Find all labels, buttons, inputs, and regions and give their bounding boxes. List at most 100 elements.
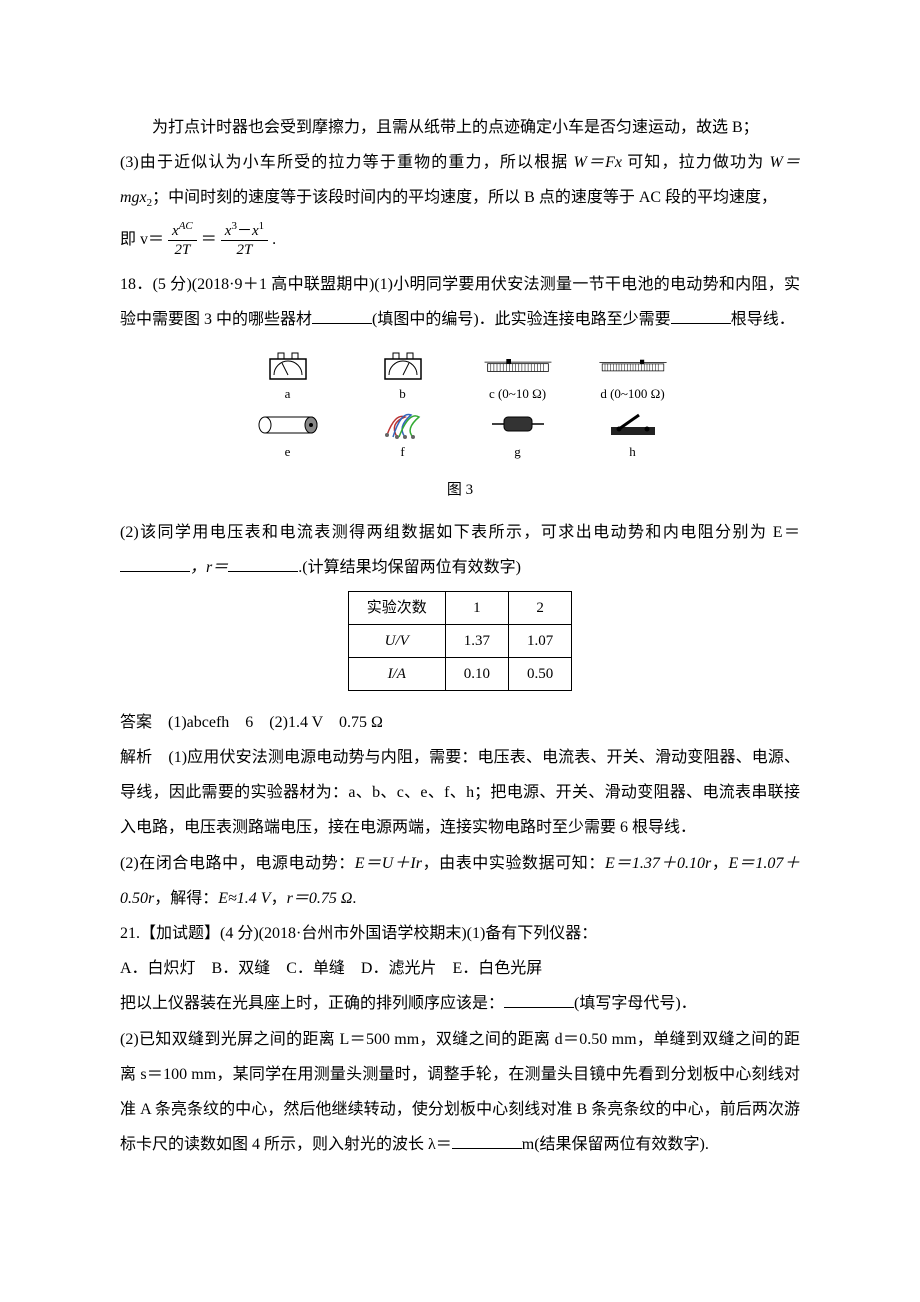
label-f: f (368, 443, 438, 461)
ammeter-icon (368, 349, 438, 383)
num-minus: － (237, 223, 252, 239)
label-a: a (253, 385, 323, 403)
apparatus-row-1: a b c (0~10 Ω) d (0~100 Ω) (230, 349, 690, 403)
text: . (352, 890, 356, 907)
table-row: U/V 1.37 1.07 (348, 624, 572, 657)
blank-resistance (228, 571, 298, 572)
apparatus-c: c (0~10 Ω) (483, 349, 553, 403)
equals: ＝ (201, 222, 217, 257)
label-e: e (253, 443, 323, 461)
label-c: c (0~10 Ω) (483, 385, 553, 403)
text: (填写字母代号)． (574, 995, 697, 1012)
table-row: 实验次数 1 2 (348, 591, 572, 624)
explanation-label: 解析 (120, 749, 152, 766)
data-table: 实验次数 1 2 U/V 1.37 1.07 I/A 0.10 0.50 (348, 591, 573, 691)
q21-p2: (2)已知双缝到光屏之间的距离 L＝500 mm，双缝之间的距离 d＝0.50 … (120, 1022, 800, 1163)
table-cell: 0.10 (445, 657, 508, 690)
text: .(计算结果均保留两位有效数字) (298, 559, 521, 576)
eq: E＝U＋Ir (355, 855, 422, 872)
text: ， (271, 890, 287, 907)
intro-p2: (3)由于近似认为小车所受的拉力等于重物的重力，所以根据 W＝Fx 可知，拉力做… (120, 145, 800, 216)
rheostat-small-icon (483, 349, 553, 383)
text: ， (711, 855, 728, 872)
eq-rhs: mgx (120, 189, 147, 206)
text: (2)已知双缝到光屏之间的距离 L＝500 mm，双缝之间的距离 d＝0.50 … (120, 1031, 800, 1154)
exp-p1: (1)应用伏安法测电源电动势与内阻，需要：电压表、电流表、开关、滑动变阻器、电源… (120, 749, 800, 836)
eq: E＝1.37＋0.10r (605, 855, 711, 872)
apparatus-h: h (598, 407, 668, 461)
q18-answer: 答案 (1)abcefh 6 (2)1.4 V 0.75 Ω (120, 705, 800, 740)
figure-3-caption: 图 3 (120, 474, 800, 507)
q21-p1: 把以上仪器装在光具座上时，正确的排列顺序应该是： (填写字母代号)． (120, 986, 800, 1021)
eq-lhs: W＝ (770, 154, 800, 171)
text: ；中间时刻的速度等于该段时间内的平均速度，所以 B 点的速度等于 AC 段的平均… (152, 189, 777, 206)
denominator: 2T (233, 241, 257, 259)
num-var: x (172, 223, 179, 239)
table-cell: 1.37 (445, 624, 508, 657)
table-cell: I/A (348, 657, 445, 690)
blank-wires (671, 323, 731, 324)
apparatus-a: a (253, 349, 323, 403)
blank-emf (120, 571, 190, 572)
answer-text: (1)abcefh 6 (2)1.4 V 0.75 Ω (152, 714, 383, 731)
table-cell: 1.07 (509, 624, 572, 657)
num-sup: AC (179, 220, 193, 232)
apparatus-g: g (483, 407, 553, 461)
voltmeter-icon (253, 349, 323, 383)
answer-label: 答案 (120, 714, 152, 731)
text: (2)在闭合电路中，电源电动势： (120, 855, 355, 872)
blank-wavelength (452, 1148, 522, 1149)
eq: E≈1.4 V (218, 890, 270, 907)
text: (3)由于近似认为小车所受的拉力等于重物的重力，所以根据 (120, 154, 574, 171)
blank-order (504, 1007, 574, 1008)
resistor-icon (483, 407, 553, 441)
switch-icon (598, 407, 668, 441)
apparatus-figure: a b c (0~10 Ω) d (0~100 Ω) e (230, 349, 690, 461)
text: ，由表中实验数据可知： (422, 855, 605, 872)
eq: r＝0.75 Ω (287, 890, 353, 907)
text: m(结果保留两位有效数字). (522, 1136, 709, 1153)
table-header: 实验次数 (348, 591, 445, 624)
table-cell: 0.50 (509, 657, 572, 690)
q18-explanation-2: (2)在闭合电路中，电源电动势：E＝U＋Ir，由表中实验数据可知：E＝1.37＋… (120, 846, 800, 916)
text: 把以上仪器装在光具座上时，正确的排列顺序应该是： (120, 995, 504, 1012)
intro-p1: 为打点计时器也会受到摩擦力，且需从纸带上的点迹确定小车是否匀速运动，故选 B； (120, 110, 800, 145)
blank-apparatus (312, 323, 372, 324)
formula-prefix: 即 v＝ (120, 222, 164, 257)
text: (2)该同学用电压表和电流表测得两组数据如下表所示，可求出电动势和内电阻分别为 … (120, 524, 800, 541)
q18-stem: 18．(5 分)(2018·9＋1 高中联盟期中)(1)小明同学要用伏安法测量一… (120, 267, 800, 337)
q21-stem: 21.【加试题】(4 分)(2018·台州市外国语学校期末)(1)备有下列仪器： (120, 916, 800, 951)
num-sup-b: 1 (259, 220, 265, 232)
q21-options: A．白炽灯 B．双缝 C．单缝 D．滤光片 E．白色光屏 (120, 951, 800, 986)
denominator: 2T (170, 241, 194, 259)
table-cell: U/V (348, 624, 445, 657)
apparatus-d: d (0~100 Ω) (598, 349, 668, 403)
num-var-b: x (252, 223, 259, 239)
fraction-1: xAC 2T (168, 220, 197, 259)
text: 可知，拉力做功为 (622, 154, 769, 171)
velocity-formula: 即 v＝ xAC 2T ＝ x3－x1 2T . (120, 220, 800, 259)
label-h: h (598, 443, 668, 461)
rheostat-large-icon (598, 349, 668, 383)
stem-c: 根导线． (731, 311, 795, 328)
q18-explanation: 解析 (1)应用伏安法测电源电动势与内阻，需要：电压表、电流表、开关、滑动变阻器… (120, 740, 800, 846)
label-d: d (0~100 Ω) (598, 385, 668, 403)
label-b: b (368, 385, 438, 403)
wires-icon (368, 407, 438, 441)
stem-b: (填图中的编号)．此实验连接电路至少需要 (372, 311, 671, 328)
label-g: g (483, 443, 553, 461)
apparatus-f: f (368, 407, 438, 461)
table-row: I/A 0.10 0.50 (348, 657, 572, 690)
text: ，r＝ (190, 559, 228, 576)
apparatus-e: e (253, 407, 323, 461)
formula-suffix: . (272, 222, 276, 257)
table-header: 1 (445, 591, 508, 624)
fraction-2: x3－x1 2T (221, 220, 268, 259)
apparatus-b: b (368, 349, 438, 403)
table-header: 2 (509, 591, 572, 624)
battery-icon (253, 407, 323, 441)
q18-part2: (2)该同学用电压表和电流表测得两组数据如下表所示，可求出电动势和内电阻分别为 … (120, 515, 800, 585)
text: ，解得： (154, 890, 218, 907)
eq: W＝Fx (574, 154, 623, 171)
apparatus-row-2: e f g h (230, 407, 690, 461)
